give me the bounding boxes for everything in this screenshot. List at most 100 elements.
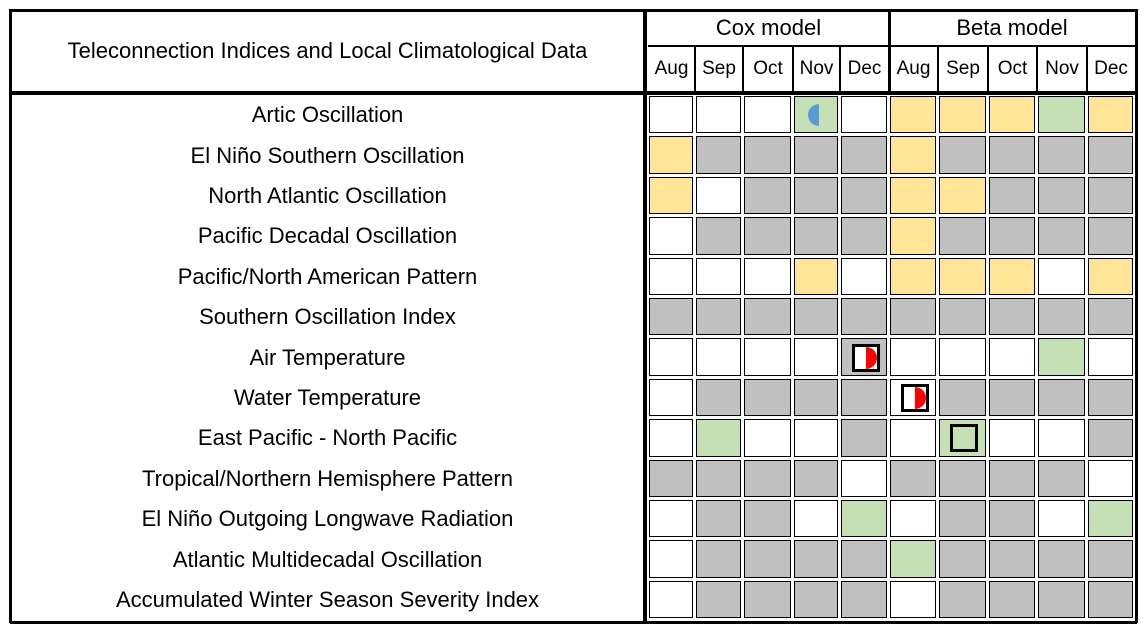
table-cell bbox=[890, 338, 936, 376]
table-cell bbox=[1038, 459, 1085, 497]
table-cell bbox=[794, 176, 838, 215]
month-header: Aug bbox=[896, 57, 931, 79]
table-cell bbox=[939, 136, 986, 174]
table-cell bbox=[1088, 298, 1133, 336]
table-cell bbox=[649, 500, 693, 538]
table-cell bbox=[649, 136, 693, 174]
table-cell bbox=[989, 338, 1035, 376]
table-cell bbox=[1038, 298, 1085, 336]
row-label: Pacific Decadal Oscillation bbox=[197, 223, 458, 249]
table-cell bbox=[1088, 176, 1133, 215]
table-cell bbox=[1038, 378, 1085, 417]
table-cell bbox=[1038, 96, 1085, 134]
table-cell bbox=[890, 217, 936, 255]
table-cell bbox=[744, 298, 791, 336]
table-cell bbox=[696, 459, 741, 497]
table-cell bbox=[696, 257, 741, 295]
table-cell bbox=[649, 96, 693, 134]
table-cell bbox=[989, 217, 1035, 255]
table-cell bbox=[890, 257, 936, 295]
table-cell bbox=[939, 338, 986, 376]
table-cell bbox=[841, 459, 887, 497]
table-cell bbox=[841, 298, 887, 336]
table-cell bbox=[1088, 257, 1133, 295]
month-header: Sep bbox=[702, 57, 736, 79]
half-circle-marker bbox=[865, 346, 877, 369]
row-label: Air Temperature bbox=[249, 344, 406, 370]
half-circle-marker bbox=[914, 387, 926, 409]
table-cell bbox=[939, 500, 986, 538]
half-circle-marker bbox=[807, 104, 819, 127]
month-header: Dec bbox=[847, 57, 882, 79]
row-label: El Niño Southern Oscillation bbox=[190, 142, 465, 168]
month-divider bbox=[694, 46, 696, 91]
table-cell bbox=[1088, 378, 1133, 417]
table-cell bbox=[939, 459, 986, 497]
table-cell bbox=[1088, 338, 1133, 376]
table-cell bbox=[939, 298, 986, 336]
month-divider bbox=[839, 46, 841, 91]
table-cell bbox=[696, 580, 741, 619]
row-label: North Atlantic Oscillation bbox=[208, 182, 447, 208]
table-cell bbox=[841, 378, 887, 417]
table-cell bbox=[841, 217, 887, 255]
table-cell bbox=[794, 459, 838, 497]
table-cell bbox=[794, 217, 838, 255]
table-cell bbox=[890, 500, 936, 538]
month-header: Sep bbox=[946, 57, 980, 79]
table-cell bbox=[939, 176, 986, 215]
table-cell bbox=[744, 378, 791, 417]
table-cell bbox=[890, 96, 936, 134]
table-cell bbox=[1088, 136, 1133, 174]
month-header: Dec bbox=[1094, 57, 1128, 79]
table-cell bbox=[1038, 217, 1085, 255]
table-cell bbox=[744, 540, 791, 578]
table-cell bbox=[1038, 540, 1085, 578]
table-cell bbox=[696, 96, 741, 134]
month-header: Oct bbox=[753, 57, 783, 79]
model-subheader-line bbox=[648, 45, 1136, 47]
table-cell bbox=[794, 540, 838, 578]
row-label: East Pacific - North Pacific bbox=[197, 425, 458, 451]
table-cell bbox=[1038, 419, 1085, 457]
table-cell bbox=[1088, 500, 1133, 538]
table-cell bbox=[794, 500, 838, 538]
box-marker bbox=[950, 424, 978, 453]
table-cell bbox=[744, 459, 791, 497]
table-cell bbox=[1088, 459, 1133, 497]
month-divider bbox=[1086, 46, 1088, 91]
table-cell bbox=[939, 257, 986, 295]
table-cell bbox=[696, 298, 741, 336]
table-cell bbox=[649, 540, 693, 578]
outer-border-bottom bbox=[10, 621, 1137, 624]
table-cell bbox=[649, 459, 693, 497]
table-cell bbox=[841, 96, 887, 134]
table-cell bbox=[696, 419, 741, 457]
row-label: Southern Oscillation Index bbox=[199, 304, 456, 330]
row-label: Atlantic Multidecadal Oscillation bbox=[172, 546, 483, 572]
row-label: Pacific/North American Pattern bbox=[177, 263, 478, 289]
table-cell bbox=[989, 136, 1035, 174]
table-cell bbox=[649, 176, 693, 215]
month-divider bbox=[742, 46, 744, 91]
table-cell bbox=[696, 338, 741, 376]
table-cell bbox=[890, 136, 936, 174]
month-divider bbox=[792, 46, 794, 91]
table-cell bbox=[841, 257, 887, 295]
beta-model-header: Beta model bbox=[956, 15, 1068, 40]
row-label: Artic Oscillation bbox=[251, 102, 404, 128]
table-cell bbox=[841, 580, 887, 619]
table-cell bbox=[649, 378, 693, 417]
table-cell bbox=[939, 217, 986, 255]
table-cell bbox=[841, 419, 887, 457]
table-cell bbox=[696, 500, 741, 538]
label-divider bbox=[643, 10, 647, 622]
row-label: Water Temperature bbox=[233, 384, 422, 410]
table-cell bbox=[794, 136, 838, 174]
table-cell bbox=[989, 176, 1035, 215]
outer-border-right bbox=[1135, 9, 1138, 623]
table-cell bbox=[1088, 580, 1133, 619]
table-cell bbox=[744, 217, 791, 255]
table-cell bbox=[890, 540, 936, 578]
table-cell bbox=[1038, 176, 1085, 215]
